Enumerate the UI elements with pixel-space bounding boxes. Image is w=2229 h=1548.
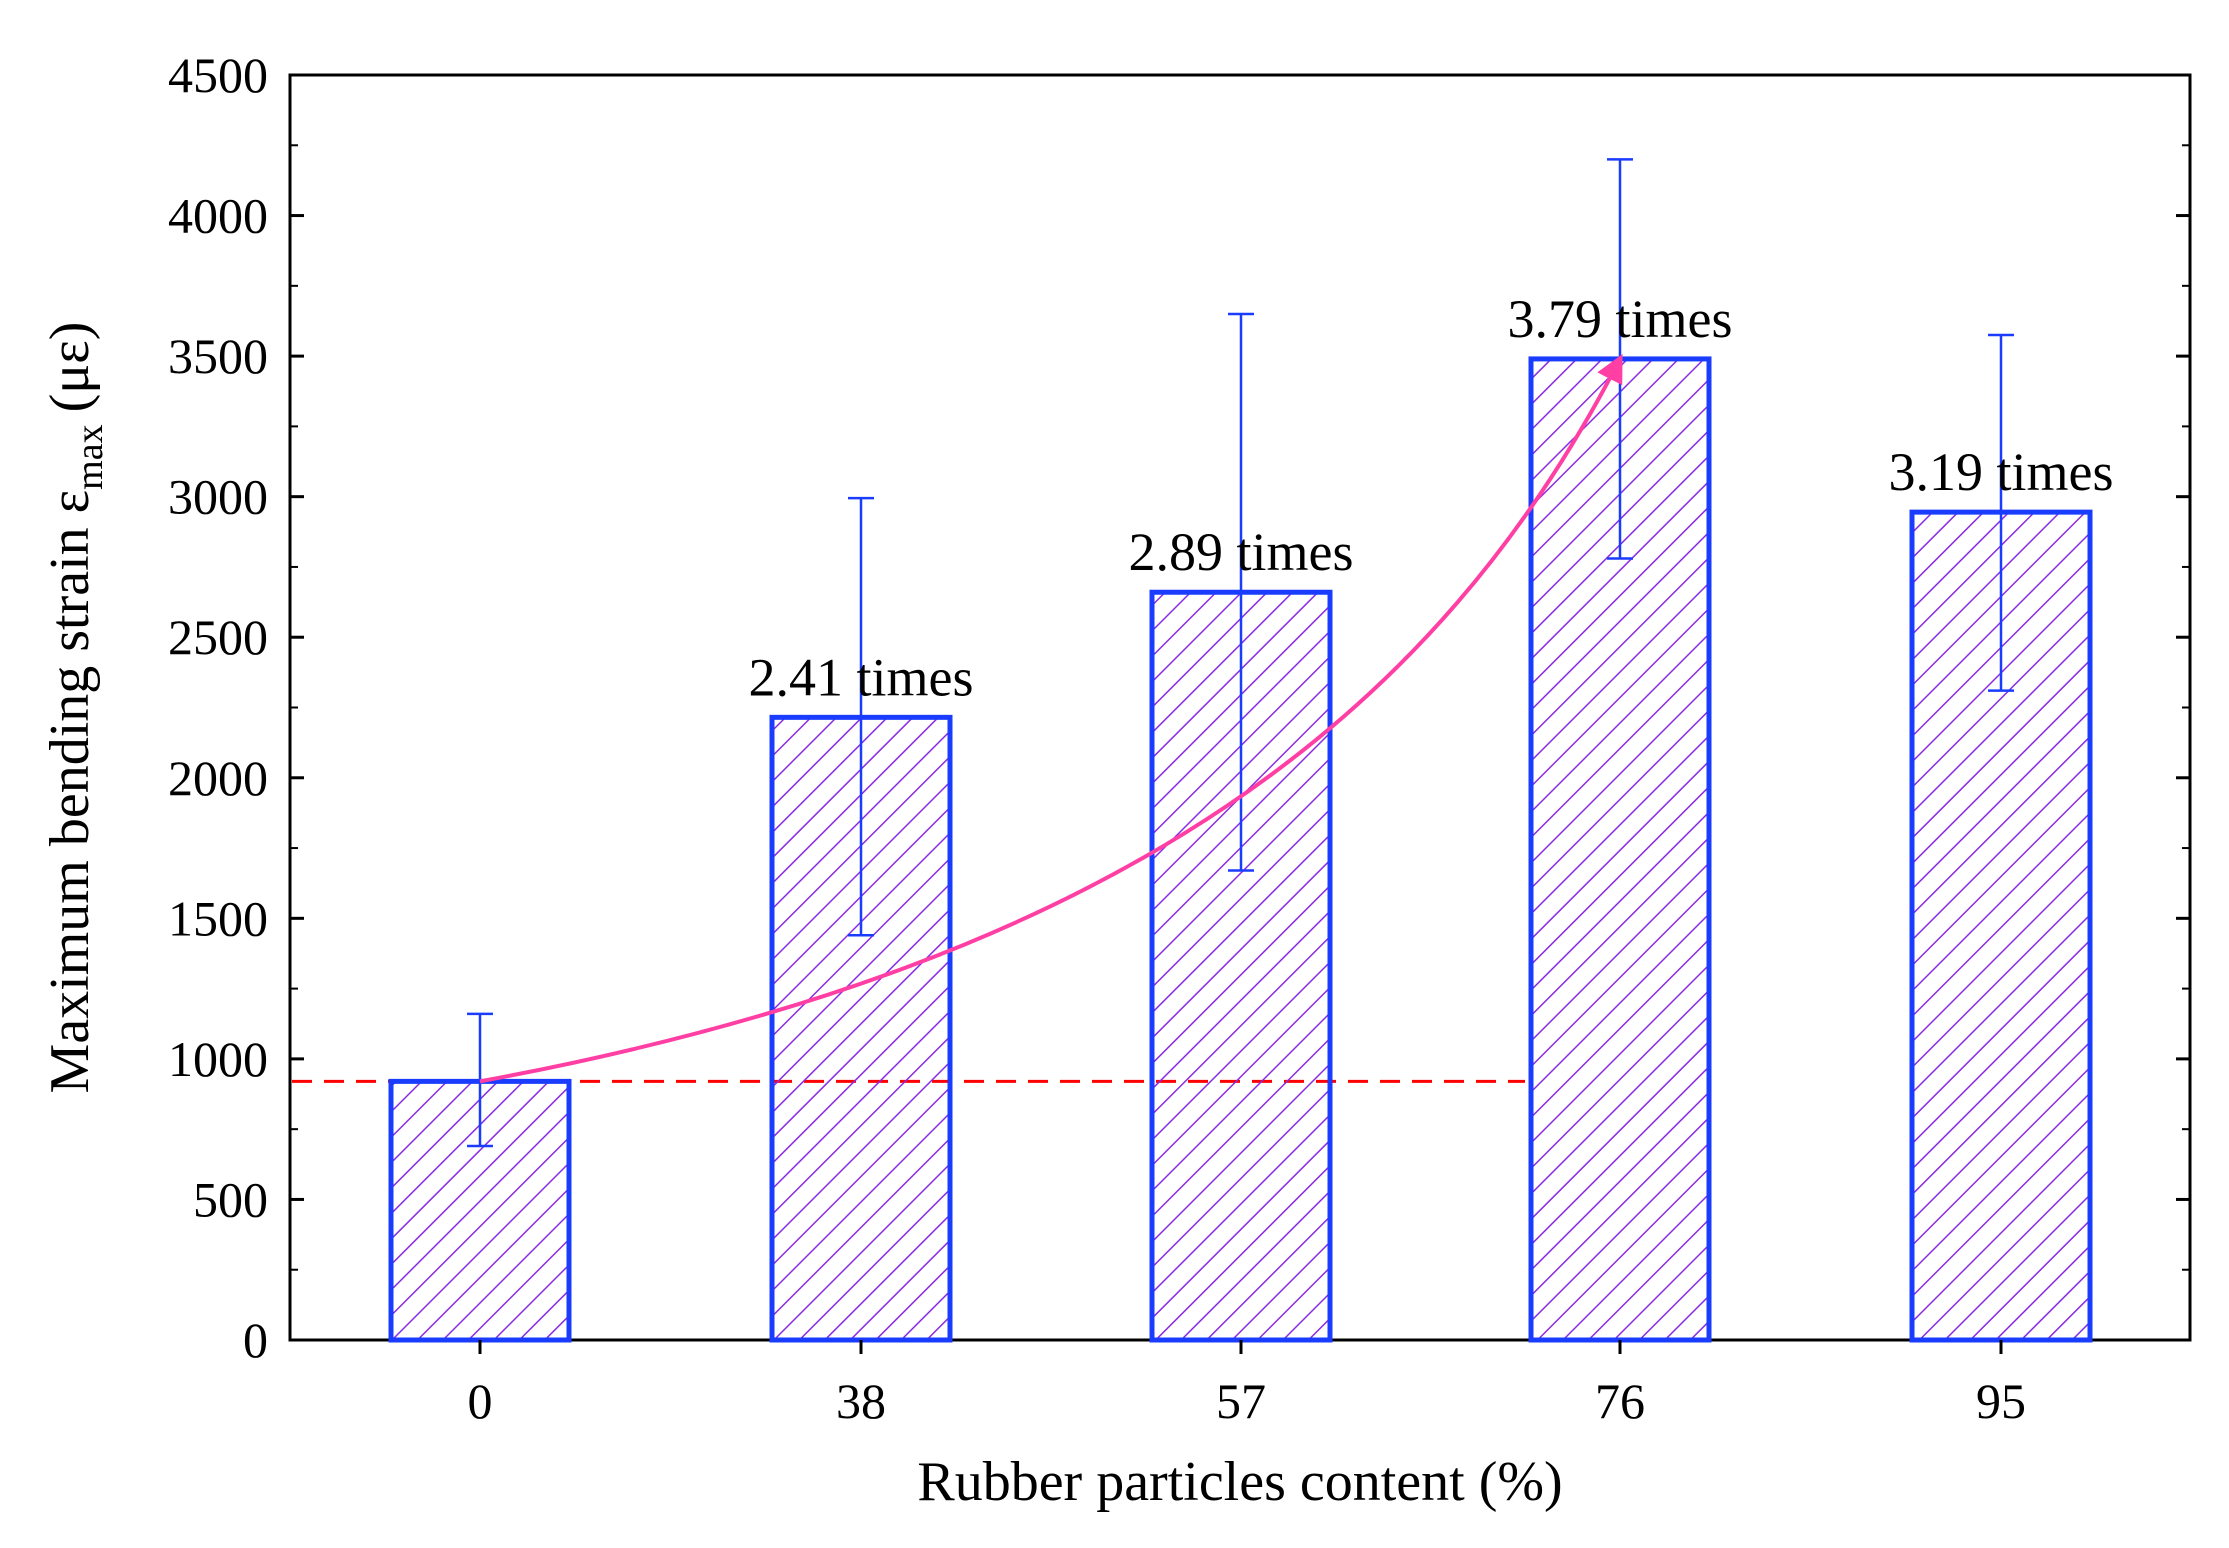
annotations-group: 2.41 times 2.89 times 3.79 times 3.19 times	[749, 289, 2114, 707]
y-tick-label: 4000	[168, 188, 268, 244]
x-tick-label: 38	[836, 1373, 886, 1429]
y-axis-title-unit: (με)	[39, 322, 101, 413]
x-axis-title: Rubber particles content (%)	[917, 1451, 1562, 1513]
y-axis-ticks: 0 500 1000 1500 2000 2500 3000 3500 4000 4500	[168, 47, 2190, 1368]
annotation-95: 3.19 times	[1889, 442, 2114, 502]
x-axis-ticks: 0 38 57 76 95	[468, 1340, 2026, 1429]
y-axis-title-main: Maximum bending strain ε	[39, 490, 101, 1094]
trend-arrow	[479, 353, 1623, 1084]
y-axis-title-subscript: max	[69, 424, 111, 489]
y-tick-label: 0	[243, 1312, 268, 1368]
annotation-76: 3.79 times	[1508, 289, 1733, 349]
x-tick-label: 95	[1976, 1373, 2026, 1429]
y-tick-label: 1500	[168, 890, 268, 946]
y-tick-label: 3000	[168, 469, 268, 525]
x-tick-label: 0	[468, 1373, 493, 1429]
y-tick-label: 4500	[168, 47, 268, 103]
error-bar-95	[1988, 333, 2014, 692]
y-axis-title: Maximum bending strain εmax (με)	[39, 322, 111, 1094]
y-tick-label: 2000	[168, 750, 268, 806]
y-tick-label: 2500	[168, 609, 268, 665]
trend-arrow-layer	[479, 353, 1623, 1084]
error-bar-38	[848, 496, 874, 937]
y-tick-label: 500	[193, 1171, 268, 1227]
y-tick-label: 1000	[168, 1031, 268, 1087]
annotation-57: 2.89 times	[1129, 522, 1354, 582]
error-bar-57	[1228, 312, 1254, 872]
x-tick-label: 76	[1595, 1373, 1645, 1429]
x-tick-label: 57	[1216, 1373, 1266, 1429]
annotation-38: 2.41 times	[749, 647, 974, 707]
y-tick-label: 3500	[168, 328, 268, 384]
